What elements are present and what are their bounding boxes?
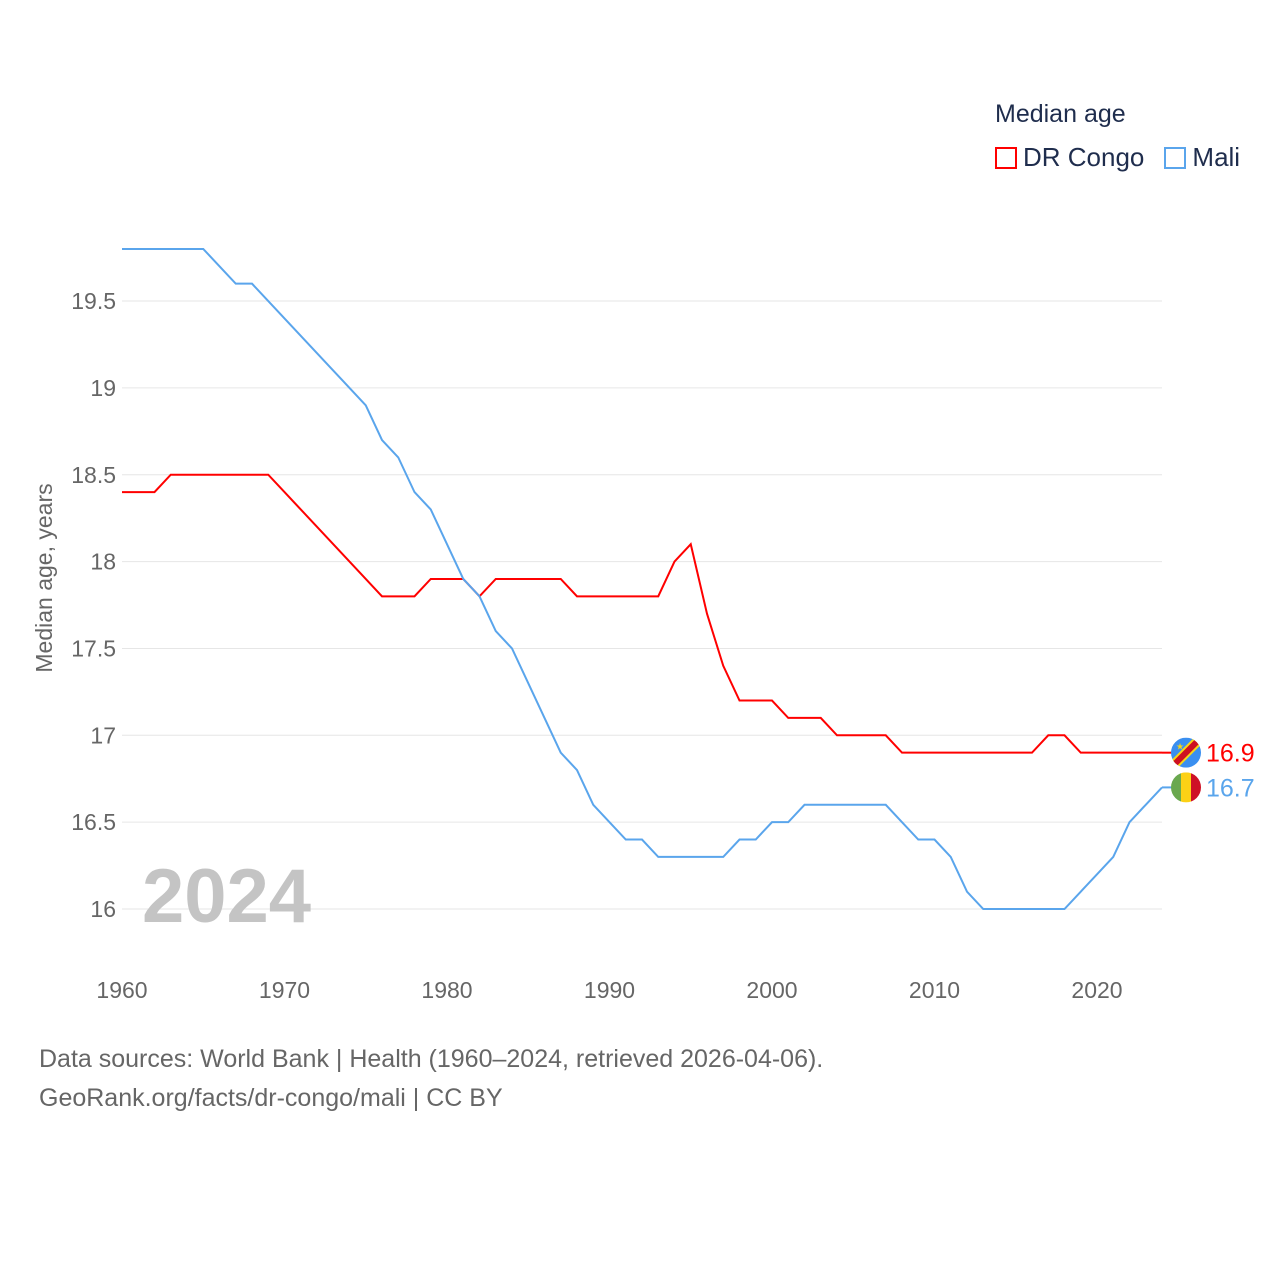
series-line-dr-congo (122, 473, 1162, 754)
y-tick-label: 17 (90, 722, 116, 748)
y-axis-label: Median age, years (31, 483, 57, 672)
x-tick-label: 2000 (746, 977, 797, 1003)
x-tick-label: 1990 (584, 977, 635, 1003)
end-value-label: 16.7 (1206, 774, 1255, 802)
x-tick-label: 2020 (1071, 977, 1122, 1003)
end-value-label: 16.9 (1206, 740, 1255, 768)
series-line-mali (122, 247, 1163, 910)
y-tick-label: 19.5 (71, 288, 116, 314)
legend-swatch-dr-congo (995, 146, 1017, 169)
y-tick-label: 17.5 (71, 635, 116, 661)
mali-flag-icon (1171, 772, 1201, 803)
y-tick-label: 18 (90, 549, 116, 575)
svg-text:★: ★ (1176, 742, 1184, 752)
x-tick-label: 1960 (96, 977, 147, 1003)
legend-swatch-mali (1164, 146, 1187, 169)
attribution-link[interactable]: GeoRank.org/facts/dr-congo/mali | CC BY (39, 1084, 503, 1112)
legend-item-mali[interactable]: Mali (1164, 142, 1240, 173)
data-source-text: Data sources: World Bank | Health (1960–… (39, 1045, 824, 1073)
legend: DR Congo Mali (995, 142, 1260, 173)
y-tick-label: 16.5 (71, 809, 116, 835)
legend-title: Median age (995, 100, 1126, 128)
y-tick-label: 18.5 (71, 462, 116, 488)
dr-congo-flag-icon: ★ (1171, 737, 1201, 768)
y-tick-label: 16 (90, 896, 116, 922)
legend-item-dr-congo[interactable]: DR Congo (995, 142, 1144, 173)
x-tick-label: 1980 (421, 977, 472, 1003)
y-tick-label: 19 (90, 375, 116, 401)
legend-label: DR Congo (1023, 142, 1145, 172)
year-label: 2024 (142, 854, 311, 939)
x-tick-label: 1970 (259, 977, 310, 1003)
x-tick-label: 2010 (909, 977, 960, 1003)
legend-label: Mali (1192, 142, 1241, 172)
